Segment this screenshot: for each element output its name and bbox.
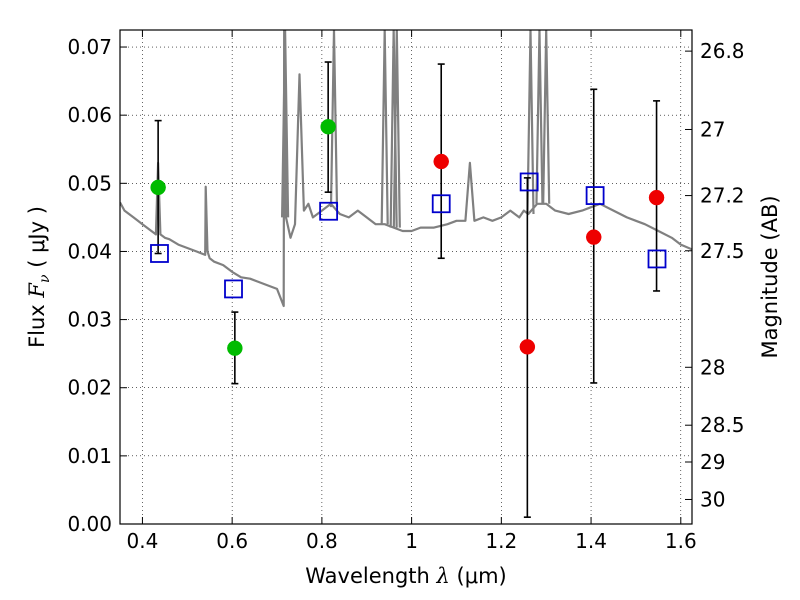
emission-line [535, 30, 544, 204]
y-tick-label: 0.00 [67, 512, 112, 536]
model-point [150, 244, 169, 263]
model-points-group [150, 172, 667, 299]
observed-point-red [586, 229, 602, 245]
x-tick-label: 0.4 [127, 529, 159, 553]
observed-point-red [433, 153, 449, 170]
emission-line [329, 30, 339, 208]
right-axis-ticks: 26.8 27 27.2 27.5 28 28.5 29 30 [685, 39, 745, 511]
y-tick-label: 0.06 [67, 103, 112, 127]
y-tick-label: 0.02 [67, 376, 112, 400]
model-point [519, 172, 539, 192]
model-point [224, 279, 243, 299]
observed-point-red [648, 189, 665, 206]
x-axis-label: Wavelength λ (μm) [305, 564, 506, 588]
observed-point-green [227, 340, 243, 356]
observed-point-green [150, 179, 166, 196]
plot-frame [119, 29, 693, 525]
observed-point-green [320, 119, 336, 135]
y-tick-label: 0.07 [67, 35, 112, 59]
x-tick-label: 1.4 [575, 529, 607, 553]
right-tick-label: 27.5 [700, 239, 745, 263]
x-axis-ticks: 0.4 0.6 0.8 1 1.2 1.4 1.6 [127, 30, 697, 553]
right-tick-label: 27.2 [700, 184, 745, 208]
y-tick-label: 0.04 [67, 239, 112, 263]
y-axis-label: Flux Fν ( μJy ) [25, 206, 53, 348]
y-tick-label: 0.03 [67, 308, 112, 332]
right-tick-label: 29 [700, 450, 725, 474]
x-tick-label: 0.6 [216, 529, 248, 553]
x-tick-label: 1.2 [485, 529, 517, 553]
y-tick-label: 0.01 [67, 444, 112, 468]
x-tick-label: 0.8 [306, 529, 338, 553]
right-tick-label: 28 [700, 355, 725, 379]
right-tick-label: 30 [700, 487, 725, 511]
observed-points-group [150, 119, 665, 356]
right-tick-label: 28.5 [700, 413, 745, 437]
observed-point-red [519, 339, 536, 355]
emission-line [392, 30, 401, 228]
emission-line [542, 30, 551, 204]
model-point [647, 249, 667, 269]
y-tick-label: 0.05 [67, 171, 112, 195]
right-tick-label: 26.8 [700, 39, 745, 63]
right-tick-label: 27 [700, 117, 725, 141]
x-tick-label: 1 [405, 529, 418, 553]
model-point [319, 201, 339, 221]
emission-line [526, 30, 535, 214]
model-point [431, 194, 451, 214]
x-tick-label: 1.6 [665, 529, 697, 553]
right-axis-label: Magnitude (AB) [758, 195, 782, 358]
emission-line [280, 30, 290, 218]
model-spectrum-group [120, 30, 692, 308]
model-point [585, 186, 605, 205]
emission-line [380, 30, 389, 225]
y-axis-ticks: 0.00 0.01 0.02 0.03 0.04 0.05 0.06 0.07 [67, 35, 127, 536]
